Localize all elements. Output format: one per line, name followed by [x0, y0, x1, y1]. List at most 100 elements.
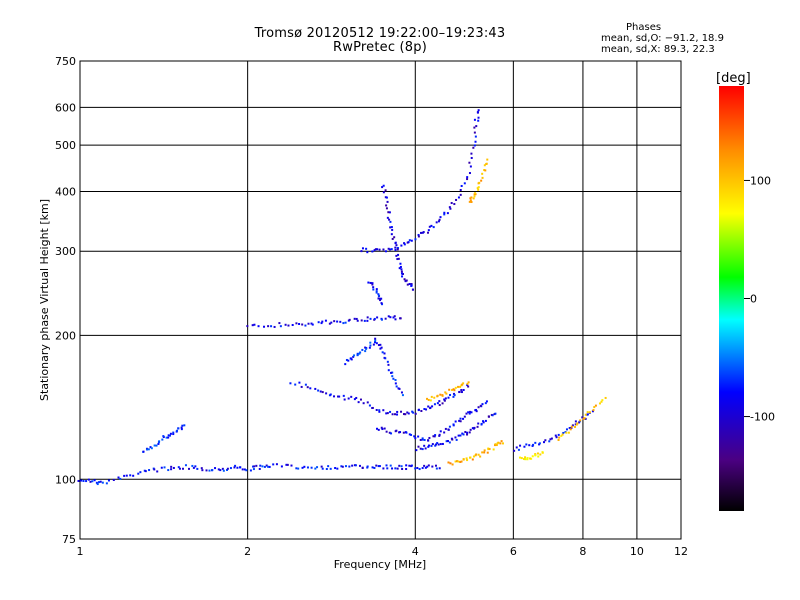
data-point — [403, 242, 406, 245]
data-point — [295, 467, 298, 470]
data-point — [534, 453, 537, 456]
data-point — [392, 377, 395, 380]
data-point — [361, 348, 364, 351]
data-point — [380, 426, 383, 429]
data-point — [144, 470, 147, 473]
data-point — [310, 466, 313, 469]
data-point — [470, 201, 473, 204]
data-point — [375, 290, 378, 293]
data-point — [389, 226, 392, 229]
data-point — [454, 386, 457, 389]
data-point — [473, 426, 476, 429]
data-point — [390, 371, 393, 374]
data-point — [469, 197, 472, 200]
data-point — [310, 322, 313, 325]
data-point — [236, 466, 239, 469]
data-point — [499, 442, 502, 445]
data-point — [333, 395, 336, 398]
data-point — [337, 395, 340, 398]
data-point — [528, 444, 531, 447]
data-point — [221, 467, 224, 470]
data-point — [157, 441, 160, 444]
data-point — [414, 437, 417, 440]
data-point — [405, 431, 408, 434]
data-point — [449, 462, 452, 465]
data-point — [289, 382, 292, 385]
data-point — [461, 383, 464, 386]
data-point — [459, 420, 462, 423]
data-point — [95, 481, 98, 484]
data-point — [320, 465, 323, 468]
data-point — [314, 387, 317, 390]
colorbar-label: [deg] — [716, 71, 751, 86]
chart-subtitle: RwPretec (8p) — [333, 40, 427, 55]
x-tick-label: 6 — [510, 545, 517, 558]
data-point — [565, 428, 568, 431]
data-point — [342, 322, 345, 325]
data-point — [395, 244, 398, 247]
data-point — [400, 272, 403, 275]
data-point — [441, 402, 444, 405]
data-point — [586, 411, 589, 414]
data-point — [454, 436, 457, 439]
data-point — [252, 465, 255, 468]
data-point — [448, 441, 451, 444]
x-tick-label: 8 — [579, 545, 586, 558]
data-point — [491, 414, 494, 417]
data-point — [427, 464, 430, 467]
data-point — [371, 283, 374, 286]
data-point — [412, 411, 415, 414]
data-point — [321, 467, 324, 470]
data-point — [433, 396, 436, 399]
data-point — [400, 244, 403, 247]
data-point — [414, 238, 417, 241]
data-point — [479, 455, 482, 458]
data-point — [343, 398, 346, 401]
colorbar-tick-label: 100 — [750, 174, 771, 187]
data-point — [356, 319, 359, 322]
data-point — [388, 248, 391, 251]
data-point — [462, 382, 465, 385]
data-point — [77, 479, 80, 482]
data-point — [386, 467, 389, 470]
y-tick-label: 500 — [55, 139, 76, 152]
data-point — [366, 465, 369, 468]
data-point — [604, 396, 607, 399]
data-point — [390, 432, 393, 435]
y-tick-label: 600 — [55, 101, 76, 114]
data-point — [382, 191, 385, 194]
data-point — [341, 465, 344, 468]
data-point — [330, 321, 333, 324]
data-point — [472, 455, 475, 458]
y-tick-label: 300 — [55, 245, 76, 258]
data-point — [389, 220, 392, 223]
data-point — [170, 468, 173, 471]
data-point — [168, 434, 171, 437]
data-point — [375, 291, 378, 294]
data-point — [368, 404, 371, 407]
data-point — [562, 431, 565, 434]
data-point — [473, 118, 476, 121]
data-point — [423, 438, 426, 441]
data-point — [427, 445, 430, 448]
data-point — [454, 460, 457, 463]
data-point — [419, 438, 422, 441]
data-point — [157, 442, 160, 445]
x-tick-label: 10 — [630, 545, 644, 558]
data-point — [365, 347, 368, 350]
data-point — [486, 451, 489, 454]
data-point — [234, 464, 237, 467]
data-point — [117, 476, 120, 479]
data-point — [458, 390, 461, 393]
data-point — [344, 465, 347, 468]
data-point — [539, 453, 542, 456]
data-point — [395, 385, 398, 388]
data-point — [357, 401, 360, 404]
plot-frame — [79, 60, 682, 540]
data-point — [229, 467, 232, 470]
data-point — [298, 323, 301, 326]
data-point — [475, 410, 478, 413]
data-point — [554, 434, 557, 437]
data-point — [432, 435, 435, 438]
data-point — [420, 409, 423, 412]
